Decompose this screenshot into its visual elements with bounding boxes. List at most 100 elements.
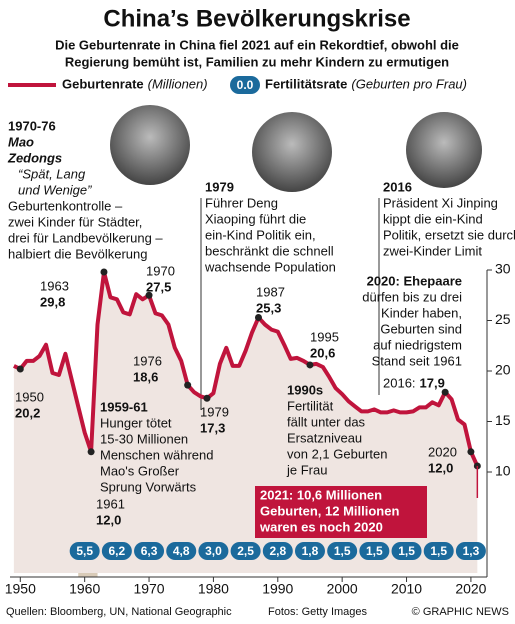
legend-unit: (Geburten pro Frau)	[351, 76, 467, 91]
fertility-label: 1,5	[334, 544, 351, 558]
annotation-mao: zwei Kinder für Städter,	[8, 214, 142, 229]
fertility-pill	[359, 542, 390, 560]
fertility-label: 1,8	[302, 544, 319, 558]
point-label-year: 2016:	[383, 375, 416, 390]
point-label-value: 29,8	[40, 294, 65, 309]
point-label-value: 25,3	[256, 300, 281, 315]
fertility-pill	[327, 542, 358, 560]
callout-text: waren es noch 2020	[259, 519, 383, 534]
y-tick-label: 20	[495, 362, 511, 378]
fertility-label: 1,5	[366, 544, 383, 558]
chart-title: China’s Bevölkerungskrise	[103, 5, 410, 32]
fertility-label: 6,3	[141, 544, 158, 558]
callout-box	[255, 486, 427, 538]
x-tick-label: 2010	[391, 581, 422, 597]
fertility-pill	[455, 542, 486, 560]
annotation-mao: drei für Landbevölkerung –	[8, 230, 163, 245]
y-tick-label: 10	[495, 463, 511, 479]
annotation-deng: ein-Kind Politik ein,	[205, 227, 316, 242]
photo-deng	[252, 112, 332, 192]
annotation-mao: Zedongs	[7, 150, 62, 165]
annotation-nineties: 1990s	[287, 382, 323, 397]
point-dot	[87, 448, 95, 456]
annotation-mao: Geburtenkontrolle –	[8, 198, 123, 213]
point-dot	[100, 268, 108, 276]
fertility-label: 4,8	[173, 544, 190, 558]
legend-label: Geburtenrate	[62, 76, 144, 91]
annotation-policy2020: Geburten sind	[380, 321, 462, 336]
fertility-label: 6,2	[109, 544, 126, 558]
point-dot	[16, 365, 24, 373]
annotation-famine: Hunger tötet	[100, 415, 172, 430]
legend-label: Fertilitätsrate	[265, 76, 347, 91]
x-tick-label: 1970	[133, 581, 164, 597]
annotation-nineties: Fertilität	[287, 398, 334, 413]
annotation-mao: und Wenige”	[18, 182, 92, 197]
fertility-label: 1,3	[463, 544, 480, 558]
fertility-pill	[134, 542, 165, 560]
subtitle: Die Geburtenrate in China fiel 2021 auf …	[55, 37, 459, 52]
fertility-label: 5,5	[76, 544, 93, 558]
legend-pill-label: 0.0	[237, 78, 254, 92]
y-tick-label: 15	[495, 412, 511, 428]
fertility-pill	[198, 542, 229, 560]
annotation-xi: Politik, ersetzt sie durch	[383, 227, 515, 242]
point-dot	[203, 394, 211, 402]
annotation-deng: wachsende Population	[204, 259, 336, 274]
x-tick-label: 1980	[198, 581, 229, 597]
annotation-nineties: fällt unter das	[287, 414, 366, 429]
point-label-year: 1963	[40, 278, 69, 293]
point-label-year: 1961	[96, 496, 125, 511]
fertility-pill	[166, 542, 197, 560]
annotation-famine: Mao's Großer	[100, 463, 180, 478]
point-label-value: 17,3	[200, 420, 225, 435]
fertility-pill	[69, 542, 100, 560]
point-dot	[145, 291, 153, 299]
point-dot	[254, 313, 262, 321]
annotation-mao: halbiert die Bevölkerung	[8, 246, 147, 261]
fertility-label: 3,0	[205, 544, 222, 558]
point-label-value: 18,6	[133, 369, 158, 384]
point-dot	[467, 448, 475, 456]
subtitle: Regierung bemüht ist, Familien zu mehr K…	[65, 54, 449, 69]
point-label-year: 1979	[200, 404, 229, 419]
fertility-pill	[101, 542, 132, 560]
annotation-xi: 2016	[383, 179, 412, 194]
fertility-pill	[262, 542, 293, 560]
annotation-nineties: Ersatzniveau	[287, 430, 362, 445]
annotation-deng: Führer Deng	[205, 195, 278, 210]
x-tick-label: 2020	[455, 581, 486, 597]
annotation-deng: 1979	[205, 179, 234, 194]
point-label-year: 1950	[15, 389, 44, 404]
annotation-nineties: je Frau	[286, 462, 327, 477]
annotation-deng: beschränkt die schnell	[205, 243, 334, 258]
point-dot	[184, 381, 192, 389]
footer-credit: © GRAPHIC NEWS	[412, 606, 509, 618]
annotation-mao: 1970-76	[8, 118, 56, 133]
legend-unit: (Millionen)	[148, 76, 208, 91]
point-label-value: 17,9	[420, 375, 445, 390]
point-label-value: 20,6	[310, 345, 335, 360]
point-label-year: 1995	[310, 329, 339, 344]
point-label-year: 1987	[256, 284, 285, 299]
callout-text: Geburten, 12 Millionen	[260, 503, 399, 518]
annotation-famine: Menschen während	[100, 447, 213, 462]
legend-pill	[230, 76, 260, 94]
annotation-policy2020: Stand seit 1961	[372, 353, 462, 368]
fertility-label: 1,5	[430, 544, 447, 558]
photo-mao	[110, 105, 190, 185]
point-label-year: 2020	[428, 444, 457, 459]
annotation-nineties: von 2,1 Geburten	[287, 446, 387, 461]
annotation-xi: Präsident Xi Jinping	[383, 195, 498, 210]
fertility-pill	[423, 542, 454, 560]
fertility-pill	[230, 542, 261, 560]
x-tick-label: 1950	[5, 581, 36, 597]
fertility-label: 2,8	[269, 544, 286, 558]
annotation-policy2020: dürfen bis zu drei	[362, 289, 462, 304]
footer-photos: Fotos: Getty Images	[268, 606, 368, 618]
point-label-value: 27,5	[146, 279, 171, 294]
fertility-pill	[391, 542, 422, 560]
annotation-mao: “Spät, Lang	[18, 166, 86, 181]
fertility-label: 1,5	[398, 544, 415, 558]
